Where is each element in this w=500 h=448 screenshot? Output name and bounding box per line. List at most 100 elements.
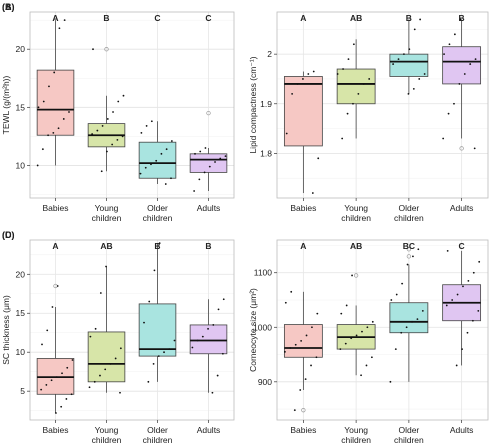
- box-group: AB: [87, 241, 126, 393]
- data-point: [37, 106, 40, 109]
- y-tick-label: 900: [258, 377, 272, 387]
- data-point: [451, 299, 454, 301]
- data-point: [111, 143, 114, 146]
- data-point: [395, 293, 398, 296]
- plot-border: [276, 239, 489, 421]
- significance-letter: BC: [403, 241, 415, 251]
- data-point: [461, 348, 463, 350]
- data-point: [413, 28, 416, 31]
- data-point: [155, 159, 158, 162]
- data-point: [203, 171, 206, 174]
- box-group: AB: [336, 241, 376, 376]
- data-point: [370, 356, 373, 359]
- data-point: [193, 190, 196, 192]
- data-point: [106, 118, 109, 120]
- x-tick-label: Young children: [341, 425, 371, 445]
- data-point: [88, 386, 91, 389]
- data-point: [412, 87, 415, 90]
- plot-border: [29, 11, 235, 199]
- data-point: [352, 43, 355, 46]
- data-point: [355, 334, 358, 337]
- data-point: [371, 320, 374, 323]
- data-point: [99, 374, 101, 377]
- box-group: B: [389, 13, 429, 94]
- y-tick-label: 1000: [253, 322, 272, 332]
- data-point: [55, 376, 58, 379]
- data-point: [153, 269, 156, 272]
- data-point: [57, 127, 60, 130]
- x-tick-label: Adults: [450, 425, 474, 435]
- data-point: [417, 248, 420, 251]
- x-tick-label: Adults: [450, 203, 474, 213]
- data-point: [421, 310, 424, 312]
- data-point: [119, 347, 122, 350]
- data-point: [68, 111, 70, 113]
- data-point: [94, 327, 97, 330]
- y-tick-label: 10: [16, 160, 26, 170]
- data-point: [397, 58, 400, 61]
- data-point: [170, 140, 173, 142]
- data-point: [91, 133, 94, 135]
- x-tick-label: Older children: [143, 203, 173, 223]
- box: [189, 324, 228, 355]
- data-point: [207, 327, 209, 330]
- data-point: [47, 134, 49, 137]
- significance-letter: C: [154, 13, 160, 23]
- data-point: [350, 337, 353, 340]
- y-tick-label: 1100: [254, 268, 273, 278]
- data-point: [140, 132, 143, 134]
- data-point: [339, 348, 342, 350]
- y-tick-label: 5: [20, 386, 25, 396]
- y-tick-label: 20: [16, 269, 26, 279]
- data-point: [112, 111, 114, 113]
- data-point: [466, 331, 469, 334]
- data-point: [446, 250, 449, 252]
- data-point: [284, 350, 286, 353]
- significance-letter: A: [52, 13, 58, 23]
- data-point: [294, 343, 297, 346]
- data-point: [284, 301, 287, 304]
- data-point: [191, 346, 194, 349]
- data-point: [116, 138, 119, 141]
- significance-letter: B: [103, 13, 109, 23]
- y-axis-title: SC thickness (μm): [1, 295, 11, 365]
- data-point: [443, 53, 445, 56]
- data-point: [50, 379, 53, 382]
- data-point: [66, 366, 69, 369]
- box: [389, 53, 429, 77]
- data-point: [163, 351, 165, 354]
- data-point: [456, 293, 459, 296]
- data-point: [65, 398, 68, 400]
- data-point: [315, 356, 318, 359]
- data-point: [164, 183, 167, 185]
- data-point: [71, 359, 74, 361]
- data-point: [448, 43, 451, 46]
- x-tick-label: Young children: [341, 203, 371, 223]
- data-point: [340, 312, 343, 315]
- outlier-point: [406, 247, 412, 252]
- data-point: [204, 147, 207, 149]
- data-point: [346, 112, 349, 115]
- data-point: [144, 166, 147, 169]
- data-point: [390, 299, 393, 301]
- significance-letter: B: [459, 13, 465, 23]
- data-point: [101, 125, 104, 127]
- outlier-point: [104, 47, 109, 52]
- significance-letter: B: [205, 241, 211, 251]
- data-point: [42, 100, 45, 103]
- plot-border: [29, 239, 235, 421]
- data-point: [405, 326, 408, 329]
- data-point: [447, 112, 450, 115]
- data-point: [293, 409, 296, 412]
- data-point: [477, 310, 480, 312]
- data-point: [139, 172, 142, 175]
- data-point: [106, 150, 108, 153]
- box-group: B: [87, 13, 126, 172]
- data-point: [121, 135, 124, 138]
- box-group: C: [442, 241, 482, 366]
- data-point: [467, 280, 470, 282]
- data-point: [310, 364, 312, 367]
- box: [138, 303, 177, 357]
- data-point: [104, 368, 107, 371]
- x-tick-label: Adults: [197, 203, 221, 213]
